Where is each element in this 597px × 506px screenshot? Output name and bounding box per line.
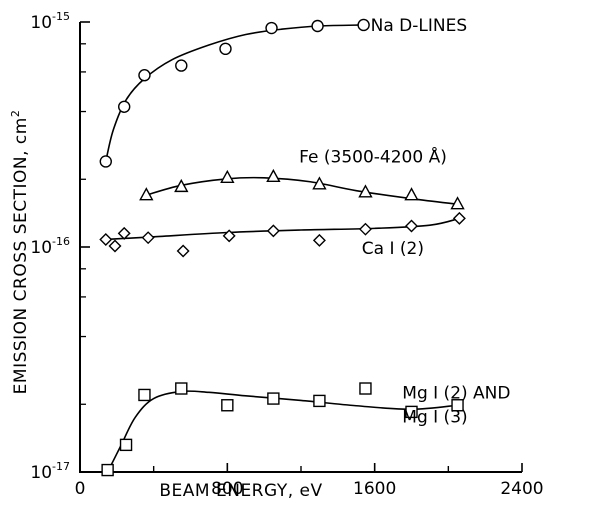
triangle-marker xyxy=(266,168,281,183)
diamond-marker xyxy=(222,229,236,243)
y-tick-label: 10-17 xyxy=(30,460,70,483)
square-marker xyxy=(221,399,234,412)
y-tick-label-exponent: -17 xyxy=(52,460,70,473)
square-marker xyxy=(119,438,133,452)
diamond-marker xyxy=(405,219,418,233)
x-tick-label: 800 xyxy=(211,479,243,499)
series-label-ca-i-2: Ca I (2) xyxy=(362,239,424,259)
square-marker xyxy=(175,382,188,395)
y-tick-label-base: 10 xyxy=(30,238,52,258)
diamond-marker xyxy=(176,244,190,258)
triangle-marker xyxy=(220,169,235,184)
circle-marker xyxy=(117,100,131,113)
triangle-marker xyxy=(358,184,373,198)
triangle-marker xyxy=(312,176,327,190)
series-label-fe-3500-4200: Fe (3500-4200 Å) xyxy=(299,146,447,168)
circle-marker xyxy=(99,155,112,168)
circle-marker xyxy=(219,42,232,56)
x-axis-title: BEAM ENERGY, eV xyxy=(159,481,322,501)
series-label-na-d-lines: Na D-LINES xyxy=(371,16,468,36)
square-marker xyxy=(138,388,151,402)
diamond-marker xyxy=(141,231,155,245)
x-tick-label: 1600 xyxy=(353,479,396,499)
series-label-mg-i-3: Mg I (3) xyxy=(402,408,467,428)
triangle-marker xyxy=(404,187,419,201)
y-tick-label-exponent: -16 xyxy=(52,235,70,248)
diamond-marker xyxy=(312,233,326,247)
axis-ticks xyxy=(79,21,523,473)
fit-curve-ca-i-2 xyxy=(105,217,460,241)
triangle-marker xyxy=(174,178,189,193)
circle-marker xyxy=(265,21,278,35)
triangle-marker xyxy=(139,187,154,201)
square-marker xyxy=(451,399,464,412)
series-label-mg-i-2-and: Mg I (2) AND xyxy=(402,383,510,403)
y-axis-title-text: EMISSION CROSS SECTION, cm xyxy=(11,117,31,394)
y-tick-label: 10-15 xyxy=(30,10,70,33)
x-tick-label: 2400 xyxy=(500,479,543,499)
circle-marker xyxy=(311,19,324,33)
circle-marker xyxy=(138,69,151,82)
y-tick-label-exponent: -15 xyxy=(52,10,70,23)
diamond-marker xyxy=(117,226,131,240)
square-marker xyxy=(101,463,114,477)
data-markers xyxy=(99,18,466,477)
triangle-marker xyxy=(450,196,465,210)
y-tick-label-base: 10 xyxy=(30,463,52,483)
diamond-marker xyxy=(266,224,280,238)
square-marker xyxy=(405,405,418,419)
fit-curve-na-d-lines xyxy=(105,24,364,162)
y-axis-title-exponent: 2 xyxy=(9,110,22,118)
x-tick-label: 0 xyxy=(75,479,86,499)
circle-marker xyxy=(357,18,370,32)
square-marker xyxy=(267,392,280,405)
fit-curve-mg-i-2-and xyxy=(106,390,458,473)
square-marker xyxy=(313,394,326,408)
y-axis-title: EMISSION CROSS SECTION, cm2 xyxy=(9,110,31,395)
y-tick-label: 10-16 xyxy=(30,235,70,258)
diamond-marker xyxy=(452,211,466,225)
y-tick-label-base: 10 xyxy=(30,13,52,33)
diamond-marker xyxy=(99,232,113,246)
diamond-marker xyxy=(108,239,122,253)
square-marker xyxy=(359,382,372,395)
circle-marker xyxy=(175,59,188,72)
diamond-marker xyxy=(358,222,372,236)
